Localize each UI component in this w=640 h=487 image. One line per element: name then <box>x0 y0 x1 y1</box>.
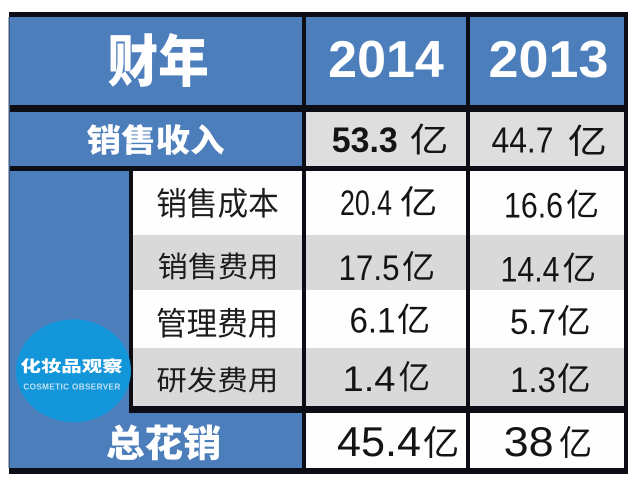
svg-text:16.6: 16.6 <box>504 187 563 226</box>
svg-text:2013: 2013 <box>489 31 609 89</box>
svg-text:45.4: 45.4 <box>337 418 421 465</box>
svg-text:2014: 2014 <box>328 31 444 89</box>
svg-text:5.7: 5.7 <box>510 303 556 342</box>
svg-text:53.3: 53.3 <box>332 121 398 160</box>
svg-text:44.7: 44.7 <box>492 120 554 161</box>
svg-text:6.1: 6.1 <box>350 302 396 341</box>
svg-text:1.4: 1.4 <box>343 360 396 399</box>
svg-text:14.4: 14.4 <box>501 251 560 290</box>
svg-text:20.4: 20.4 <box>340 184 392 223</box>
svg-text:17.5: 17.5 <box>339 249 400 288</box>
svg-text:COSMETIC OBSERVER: COSMETIC OBSERVER <box>23 383 120 392</box>
svg-text:38: 38 <box>504 418 554 465</box>
svg-text:1.3: 1.3 <box>510 361 556 400</box>
